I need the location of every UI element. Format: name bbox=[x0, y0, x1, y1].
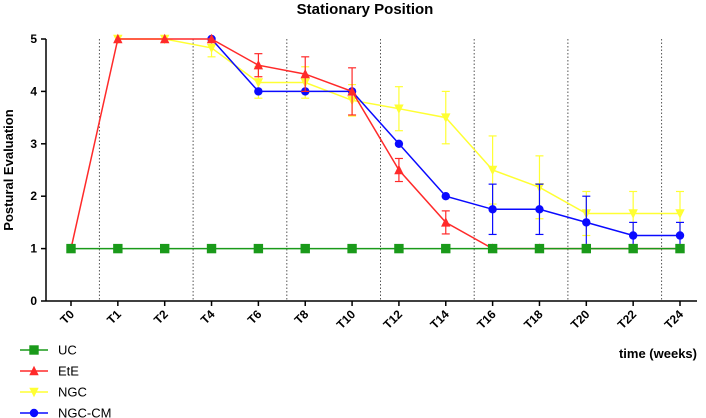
data-point bbox=[675, 243, 685, 254]
y-tick-label: 0 bbox=[30, 294, 37, 308]
x-tick-label: T18 bbox=[521, 307, 546, 332]
data-point bbox=[441, 217, 451, 227]
y-tick-label: 2 bbox=[30, 189, 37, 203]
data-point bbox=[441, 113, 451, 123]
series-ngc bbox=[113, 34, 685, 237]
legend-item-ngc: NGC bbox=[20, 385, 87, 400]
data-point bbox=[488, 205, 497, 214]
x-tick-label: T24 bbox=[662, 307, 687, 332]
data-point bbox=[113, 33, 123, 44]
x-tick-label: T0 bbox=[57, 307, 77, 327]
data-point bbox=[675, 231, 685, 240]
data-point bbox=[394, 243, 404, 254]
x-tick-label: T8 bbox=[292, 307, 312, 327]
y-tick-label: 4 bbox=[30, 84, 37, 98]
x-axis-label: time (weeks) bbox=[619, 346, 697, 361]
data-point bbox=[394, 139, 404, 148]
x-tick-label: T12 bbox=[381, 307, 406, 332]
legend-label: NGC bbox=[58, 385, 87, 400]
legend-item-ete: EtE bbox=[20, 364, 79, 379]
legend-swatch-marker bbox=[29, 387, 39, 398]
chart-title: Stationary Position bbox=[297, 1, 434, 18]
data-point bbox=[206, 243, 217, 254]
x-tick-label: T2 bbox=[151, 307, 171, 327]
data-point bbox=[300, 243, 310, 254]
data-point bbox=[66, 243, 76, 254]
data-point bbox=[206, 33, 217, 44]
legend: UC EtE NGC NGC-CM bbox=[20, 343, 111, 418]
legend-label: NGC-CM bbox=[58, 406, 111, 418]
series-ete bbox=[66, 33, 685, 253]
x-tick-label: T22 bbox=[615, 307, 640, 332]
data-point bbox=[534, 243, 545, 254]
data-point bbox=[394, 164, 404, 175]
data-point bbox=[347, 86, 357, 96]
data-point bbox=[253, 60, 264, 70]
data-point bbox=[487, 243, 498, 254]
x-tick-label: T1 bbox=[104, 307, 124, 327]
legend-swatch-marker bbox=[29, 408, 39, 418]
y-tick-label: 3 bbox=[30, 137, 37, 151]
x-tick-label: T4 bbox=[198, 307, 218, 327]
data-point bbox=[159, 243, 170, 254]
legend-label: UC bbox=[58, 343, 77, 358]
legend-swatch-marker bbox=[29, 365, 39, 376]
data-point bbox=[675, 209, 685, 219]
y-axis-label: Postural Evaluation bbox=[1, 109, 16, 230]
x-tick-label: T14 bbox=[427, 307, 452, 332]
x-tick-label: T10 bbox=[334, 307, 359, 332]
data-point bbox=[582, 218, 591, 227]
data-point bbox=[159, 33, 170, 44]
data-point bbox=[535, 205, 544, 214]
data-point bbox=[441, 243, 451, 254]
data-point bbox=[487, 165, 498, 176]
data-point bbox=[253, 243, 264, 254]
data-point bbox=[113, 243, 123, 254]
data-point bbox=[394, 104, 404, 114]
legend-item-uc: UC bbox=[20, 343, 77, 358]
data-point bbox=[347, 243, 357, 254]
series-line bbox=[70, 38, 680, 250]
x-tick-label: T20 bbox=[568, 307, 593, 332]
plot-area: 0 1 2 3 4 5 T0 T1 T2 T4 T6 T8 T10 T12 T14 T16 T18 T20 T22 T… bbox=[30, 32, 697, 332]
series-uc bbox=[66, 243, 685, 254]
data-point bbox=[628, 231, 638, 240]
y-tick-label: 5 bbox=[30, 32, 37, 46]
data-point bbox=[206, 43, 217, 54]
data-point bbox=[254, 87, 263, 96]
data-point bbox=[441, 192, 450, 201]
legend-label: EtE bbox=[58, 364, 79, 379]
data-point bbox=[253, 78, 264, 88]
data-point bbox=[581, 243, 592, 254]
legend-swatch-marker bbox=[29, 345, 39, 355]
data-point bbox=[628, 243, 638, 254]
legend-item-ngc-cm: NGC-CM bbox=[20, 406, 111, 418]
data-point bbox=[300, 68, 310, 79]
x-tick-label: T6 bbox=[245, 307, 265, 327]
data-point bbox=[628, 209, 638, 219]
x-tick-label: T16 bbox=[474, 307, 499, 332]
y-tick-label: 1 bbox=[30, 242, 37, 256]
